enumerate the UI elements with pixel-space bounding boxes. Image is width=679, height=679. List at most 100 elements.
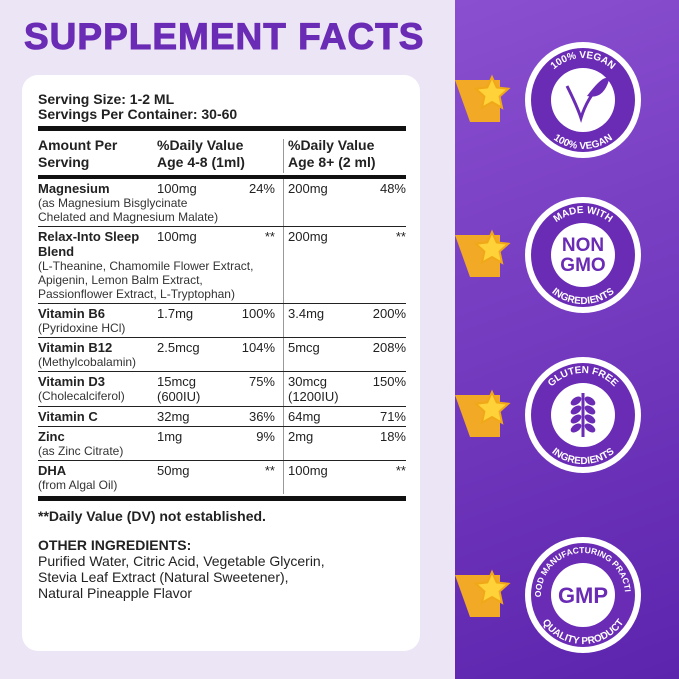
amount-child: 1.7mg <box>157 306 194 321</box>
dv-child: 75% <box>248 374 275 389</box>
amount-adult: 30mcg <box>288 374 328 389</box>
serving-size: Serving Size: 1-2 ML <box>38 91 175 107</box>
wheat-grain <box>584 423 596 433</box>
nutrient-source-line: (Pyridoxine HCl) <box>38 321 126 335</box>
column-header-line: Amount Per <box>38 137 118 153</box>
nutrient-name: Vitamin C <box>38 409 98 424</box>
dv-child: 9% <box>256 429 275 444</box>
column-header-line: Age 8+ (2 ml) <box>288 154 376 170</box>
title: SUPPLEMENT FACTS <box>23 16 425 58</box>
nutrient-source-line: (as Zinc Citrate) <box>38 444 124 458</box>
wheat-grain <box>570 423 582 433</box>
star <box>473 389 511 425</box>
col-sep <box>283 338 284 371</box>
nutrient-source-line: (from Algal Oil) <box>38 478 118 492</box>
nutrient-row: Zinc 1mg 9% 2mg 18% (as Zinc Citrate) <box>38 427 406 461</box>
dv-child: 104% <box>241 340 275 355</box>
dv-child: 24% <box>248 181 275 196</box>
amount-adult: 5mcg <box>288 340 320 355</box>
dv-child: 36% <box>248 409 275 424</box>
amount-child: 1mg <box>157 429 183 444</box>
dv-child: 100% <box>241 306 275 321</box>
nutrient-source-line: Apigenin, Lemon Balm Extract, <box>38 273 203 287</box>
other-title: OTHER INGREDIENTS: <box>38 537 192 553</box>
amount-child: 100mg <box>157 229 197 244</box>
wheat-grain <box>570 405 582 415</box>
nutrient-source: (Pyridoxine HCl) <box>38 321 157 335</box>
nutrient-name: Vitamin B12 <box>38 340 113 355</box>
column-header-line: Age 4-8 (1ml) <box>157 154 245 170</box>
nutrient-row: Relax-Into Sleep Blend 100mg ** 200mg ** (L-T… <box>38 227 406 304</box>
nutrient-row: Vitamin C 32mg 36% 64mg 71% <box>38 407 406 427</box>
nutrient-source: (Cholecalciferol) <box>38 389 157 404</box>
amount-child-sub: (600IU) <box>157 389 201 404</box>
col-sep <box>283 139 284 173</box>
badge-ring <box>551 68 615 132</box>
nutrient-source-line: (L-Theanine, Chamomile Flower Extract, <box>38 259 254 273</box>
amount-adult: 200mg <box>288 181 328 196</box>
facts-card <box>22 75 420 651</box>
nutrient-name: Zinc <box>38 429 65 444</box>
dv-child: ** <box>264 229 275 244</box>
nutrient-name: DHA <box>38 463 67 478</box>
nutrient-source-line: (as Magnesium Bisglycinate <box>38 196 188 210</box>
col-sep <box>283 179 284 226</box>
amount-adult-sub: (1200IU) <box>288 389 339 404</box>
badge-center: NON <box>562 235 604 256</box>
nutrient-source: (from Algal Oil) <box>38 478 157 492</box>
column-header: Amount Per Serving <box>38 137 157 171</box>
amount-child: 15mcg <box>157 374 197 389</box>
wheat-grain <box>570 396 582 406</box>
col-sep <box>283 304 284 337</box>
other-ingredients: Purified Water, Citric Acid, Vegetable G… <box>38 553 325 569</box>
col-sep <box>283 407 284 426</box>
column-header-line: Serving <box>38 154 90 170</box>
column-header: %Daily Value Age 8+ (2 ml) <box>288 137 406 171</box>
column-header: %Daily Value Age 4-8 (1ml) <box>157 137 275 171</box>
header-row: Amount Per Serving %Daily Value Age 4-8 (1m… <box>38 135 406 173</box>
nutrient-source-line: (Cholecalciferol) <box>38 389 125 403</box>
nutrient-source: (Methylcobalamin) <box>38 355 157 369</box>
nutrient-source: (L-Theanine, Chamomile Flower Extract, Ap… <box>38 259 406 301</box>
star <box>473 74 511 110</box>
amount-adult: 64mg <box>288 409 321 424</box>
rule <box>38 175 406 179</box>
nutrient-row: Vitamin D3 15mcg 75% 30mcg 150% (600IU) (1200I… <box>38 372 406 407</box>
amount-adult: 2mg <box>288 429 314 444</box>
dv-adult: 208% <box>372 340 406 355</box>
col-sep <box>283 227 284 303</box>
nutrient-row: Vitamin B6 1.7mg 100% 3.4mg 200% (Pyridoxine … <box>38 304 406 338</box>
servings-per-container: Servings Per Container: 30-60 <box>38 106 238 122</box>
other-ingredients: Natural Pineapple Flavor <box>38 585 193 601</box>
amount-child: 2.5mcg <box>157 340 200 355</box>
dv-adult: ** <box>395 229 406 244</box>
nutrient-row: Vitamin B12 2.5mcg 104% 5mcg 208% (Methylcoba… <box>38 338 406 372</box>
footnote: **Daily Value (DV) not established. <box>38 508 266 524</box>
star <box>473 229 511 265</box>
dv-adult: 18% <box>379 429 406 444</box>
dv-adult: 200% <box>372 306 406 321</box>
nutrient-source-line: (Methylcobalamin) <box>38 355 137 369</box>
star <box>473 569 511 605</box>
nutrient-name: Relax-Into Sleep Blend <box>38 229 140 259</box>
dv-adult: 71% <box>379 409 406 424</box>
dv-child: ** <box>264 463 275 478</box>
leaf <box>587 78 609 97</box>
nutrient-row: DHA 50mg ** 100mg ** (from Algal Oil) <box>38 461 406 494</box>
badge-ring <box>551 223 615 287</box>
rule <box>38 496 406 501</box>
nutrient-source: (as Magnesium Bisglycinate Chelated and M… <box>38 196 406 224</box>
badge-ring <box>551 563 615 627</box>
wheat-grain <box>584 414 596 424</box>
wheat-grain <box>584 405 596 415</box>
nutrient-row: Magnesium 100mg 24% 200mg 48% (as Magnesium B… <box>38 179 406 227</box>
wheat-grain <box>570 414 582 424</box>
nutrient-name: Vitamin B6 <box>38 306 105 321</box>
col-sep <box>283 372 284 406</box>
column-header-line: %Daily Value <box>288 137 375 153</box>
amount-child: 50mg <box>157 463 190 478</box>
amount-adult: 3.4mg <box>288 306 325 321</box>
amount-adult: 200mg <box>288 229 328 244</box>
nutrient-name: Magnesium <box>38 181 110 196</box>
